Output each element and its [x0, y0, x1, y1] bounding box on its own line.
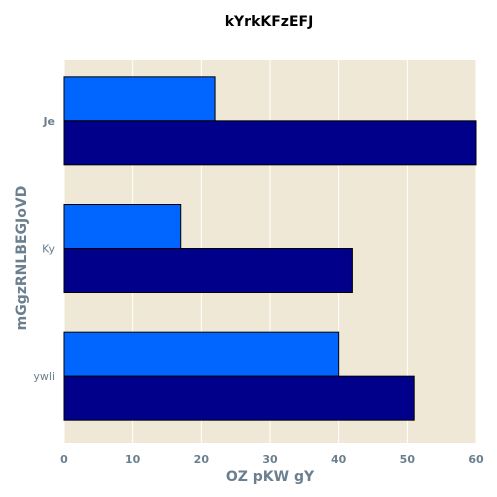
- x-tick-label: 40: [331, 453, 347, 466]
- bar-Je-series-2: [63, 120, 477, 166]
- y-axis-label: mGgzRNLBEGJoVD: [14, 186, 30, 331]
- bar-Je-series-1: [63, 76, 216, 122]
- y-tick-label: Je: [42, 115, 55, 128]
- x-tick-label: 10: [125, 453, 141, 466]
- y-axis-ticks: Je Ky ywli: [33, 115, 55, 383]
- y-tick-label: ywli: [33, 370, 55, 383]
- bar-Ky-series-2: [63, 248, 353, 293]
- y-tick-label: Ky: [42, 243, 55, 256]
- bars: [63, 76, 477, 421]
- x-tick-label: 50: [400, 453, 416, 466]
- chart-title: kYrkKFzEFJ: [225, 14, 314, 30]
- x-axis-label: OZ pKW gY: [226, 469, 315, 485]
- x-tick-label: 20: [194, 453, 210, 466]
- x-axis-ticks: 0 10 20 30 40 50 60: [60, 453, 484, 466]
- x-tick-label: 30: [262, 453, 278, 466]
- x-tick-label: 0: [60, 453, 68, 466]
- bar-ywli-series-1: [63, 331, 340, 377]
- bar-ywli-series-2: [63, 375, 415, 421]
- bar-Ky-series-1: [63, 204, 182, 249]
- x-tick-label: 60: [468, 453, 484, 466]
